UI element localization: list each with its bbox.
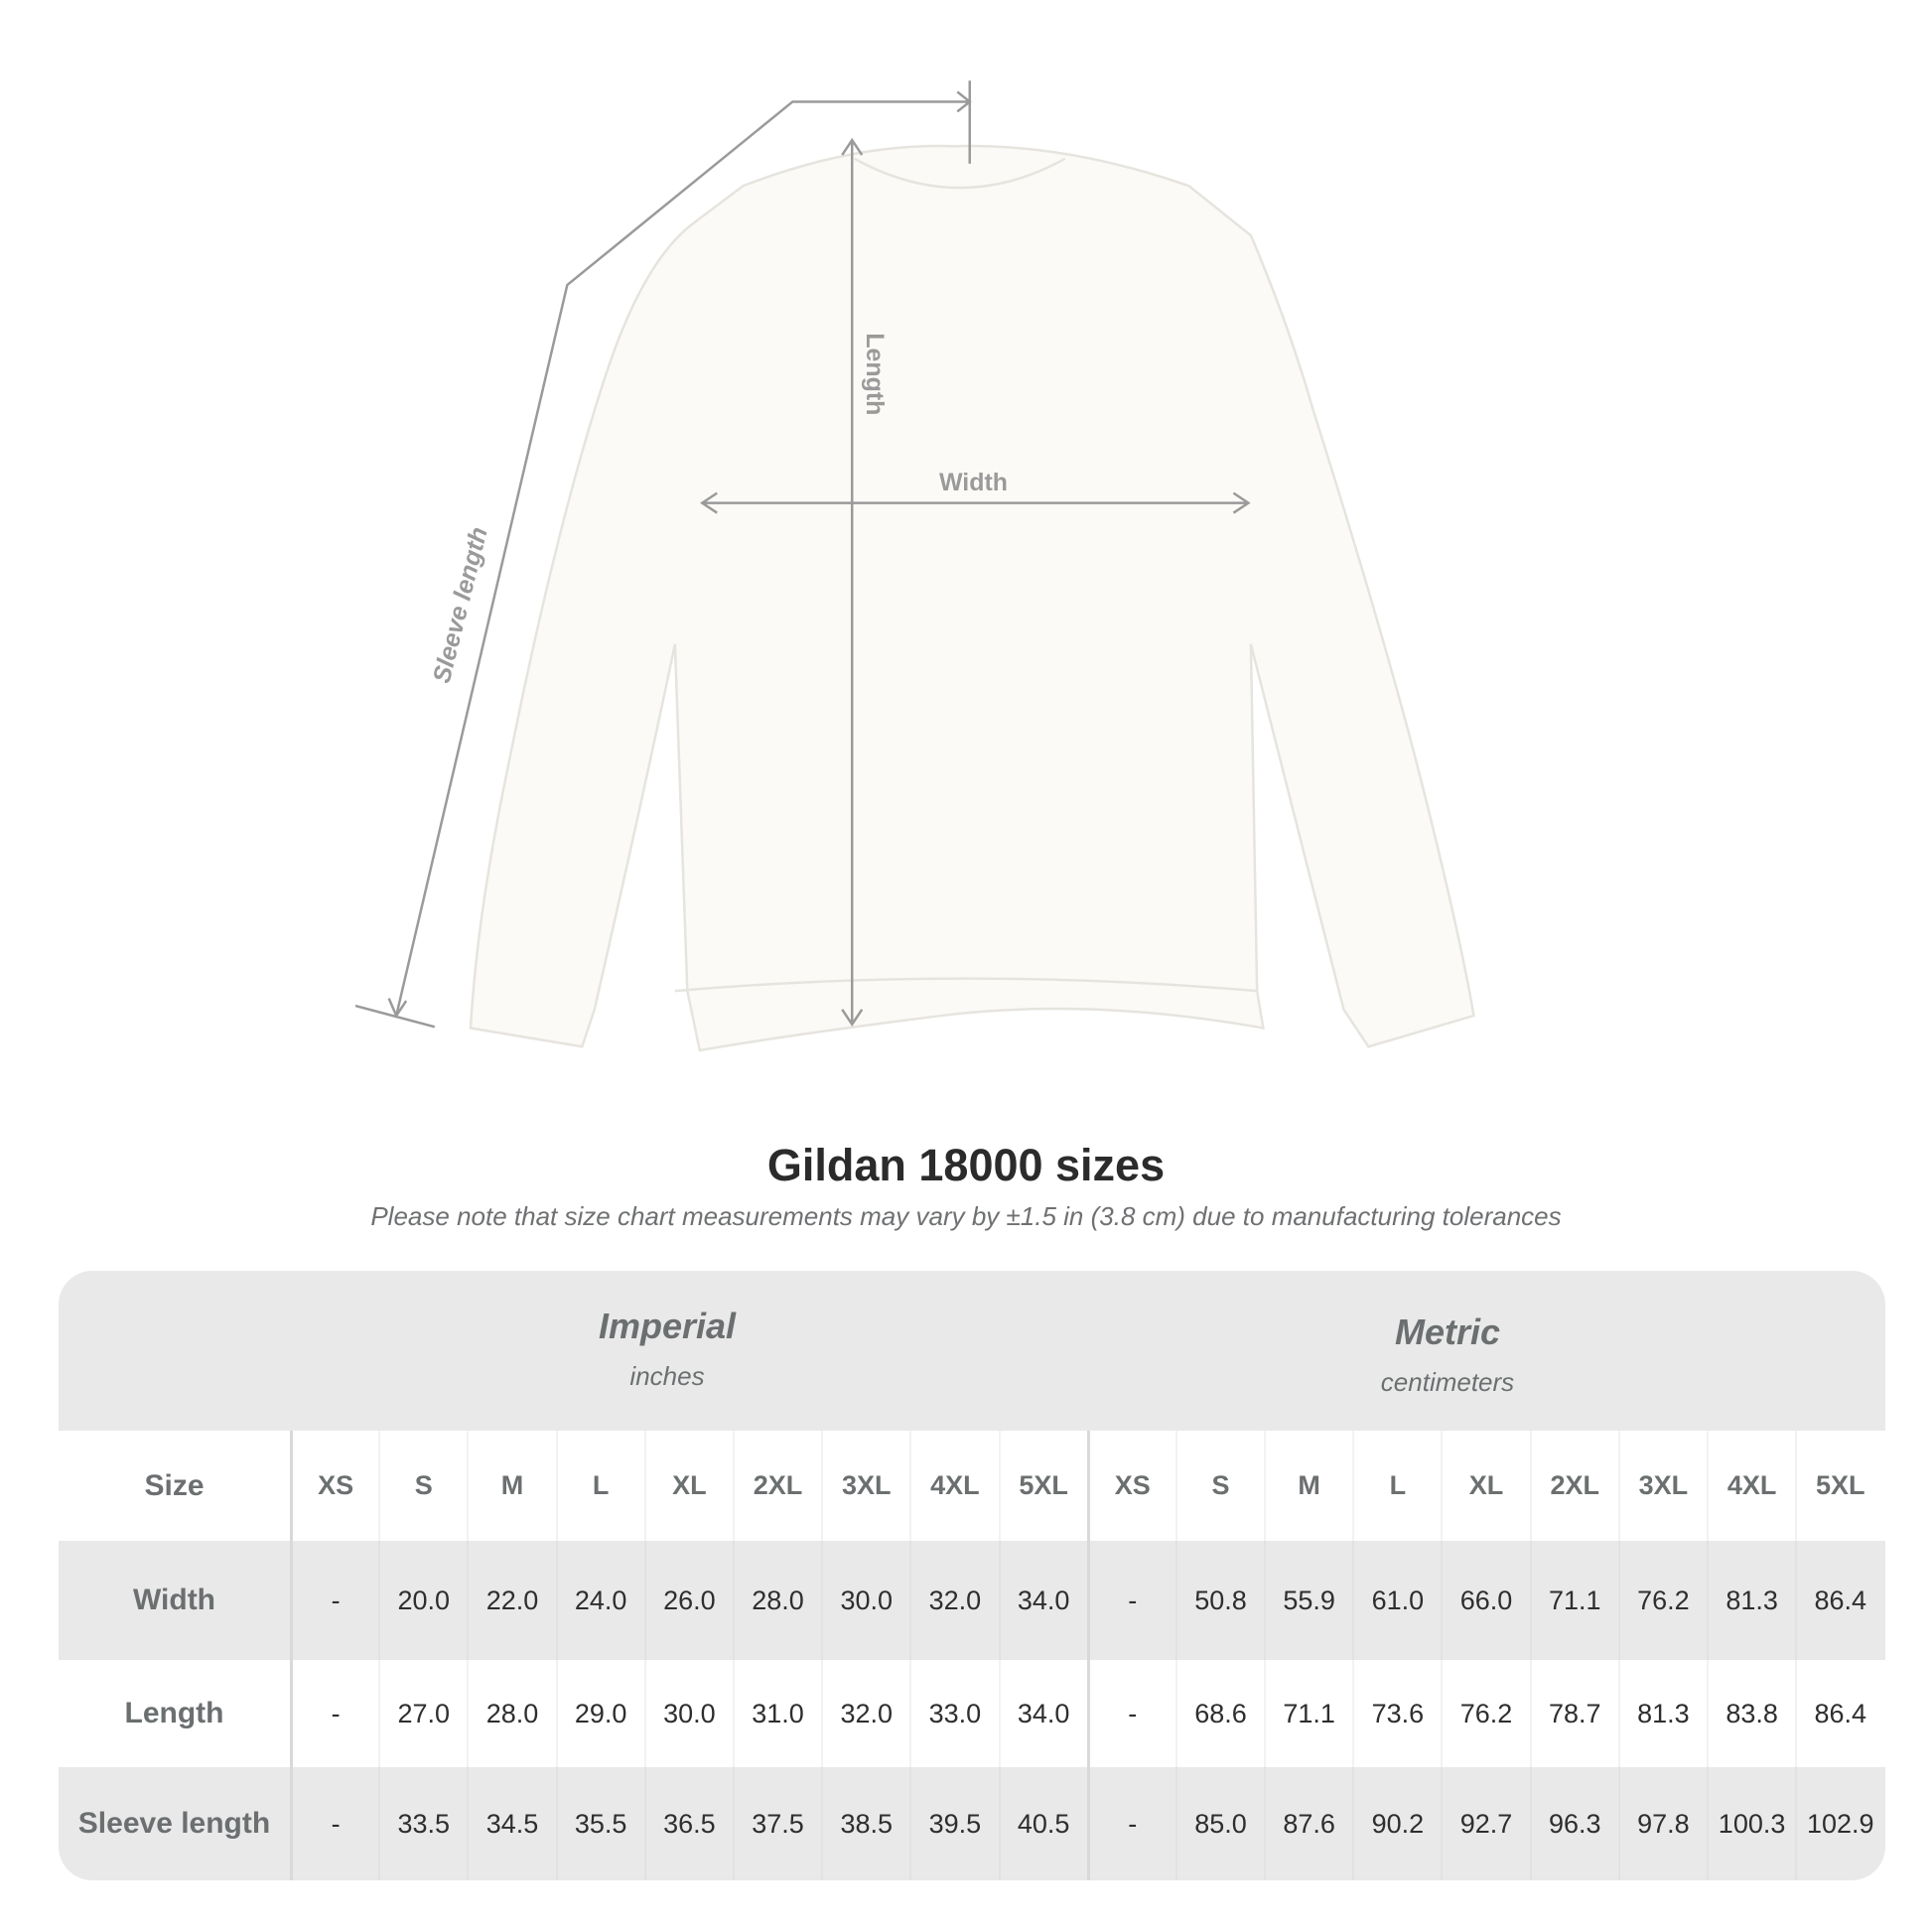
size-header-row: Size XS S M L XL 2XL 3XL 4XL 5XL XS S M L XL 2XL 3XL 4XL 5… xyxy=(59,1431,1885,1541)
metric-unit: centimeters xyxy=(1380,1367,1515,1397)
row-label: Sleeve length xyxy=(77,1807,271,1840)
size-header-imperial: 4XL xyxy=(909,1431,998,1541)
size-header-metric: M xyxy=(1264,1431,1352,1541)
size-header-imperial: S xyxy=(378,1431,467,1541)
table-cell-metric: 87.6 xyxy=(1264,1767,1352,1880)
size-header-metric: S xyxy=(1174,1431,1264,1541)
row-label: Size xyxy=(144,1468,205,1502)
table-cell-imperial: 38.5 xyxy=(821,1767,909,1880)
table-cell-imperial: 39.5 xyxy=(909,1767,998,1880)
size-header-metric: 4XL xyxy=(1707,1431,1795,1541)
sweatshirt-diagram: Length Width Sleeve length xyxy=(354,80,1475,1052)
table-cell-metric: 97.8 xyxy=(1617,1767,1707,1880)
table-cell-metric: - xyxy=(1086,1660,1175,1767)
table-cell-imperial: 20.0 xyxy=(378,1541,467,1660)
table-cell-imperial: 37.5 xyxy=(732,1767,821,1880)
table-cell-metric: 81.3 xyxy=(1617,1660,1707,1767)
table-cell-metric: 102.9 xyxy=(1795,1767,1883,1880)
table-cell-imperial: 36.5 xyxy=(643,1767,733,1880)
table-cell-imperial: 34.0 xyxy=(998,1660,1087,1767)
table-cell-metric: 90.2 xyxy=(1352,1767,1441,1880)
length-label: Length xyxy=(861,333,889,415)
metric-title: Metric xyxy=(1394,1311,1501,1352)
size-header-imperial: 3XL xyxy=(821,1431,909,1541)
table-cell-metric: 86.4 xyxy=(1795,1541,1883,1660)
table-cell-imperial: 34.5 xyxy=(467,1767,555,1880)
table-cell-imperial: 33.5 xyxy=(378,1767,467,1880)
table-cell-imperial: 33.0 xyxy=(909,1660,998,1767)
table-cell-imperial: 32.0 xyxy=(821,1660,909,1767)
table-cell-metric: 86.4 xyxy=(1795,1660,1883,1767)
table-cell-metric: 92.7 xyxy=(1441,1767,1529,1880)
table-header-band xyxy=(59,1271,1885,1431)
table-cell-imperial: 28.0 xyxy=(732,1541,821,1660)
table-cell-metric: 81.3 xyxy=(1707,1541,1795,1660)
table-cell-metric: 100.3 xyxy=(1707,1767,1795,1880)
size-table: Imperial inches Metric centimeters Size X… xyxy=(59,1271,1885,1880)
table-cell-imperial: 30.0 xyxy=(821,1541,909,1660)
imperial-unit: inches xyxy=(629,1361,705,1391)
table-cell-imperial: 31.0 xyxy=(732,1660,821,1767)
table-cell-metric: - xyxy=(1086,1767,1175,1880)
table-cell-imperial: 32.0 xyxy=(909,1541,998,1660)
sweatshirt-image xyxy=(469,144,1475,1052)
table-row: Length -27.0 28.0 29.0 30.0 31.0 32.0 33.0 34.0-… xyxy=(59,1660,1885,1767)
table-cell-imperial: 30.0 xyxy=(643,1660,733,1767)
table-cell-metric: 78.7 xyxy=(1529,1660,1618,1767)
size-header-metric: XL xyxy=(1441,1431,1529,1541)
table-cell-metric: 85.0 xyxy=(1174,1767,1264,1880)
table-cell-metric: 83.8 xyxy=(1707,1660,1795,1767)
sleeve-length-arrow xyxy=(394,100,970,1017)
table-cell-metric: 50.8 xyxy=(1174,1541,1264,1660)
table-row: Width -20.0 22.0 24.0 26.0 28.0 30.0 32.0 34.0-5… xyxy=(59,1541,1885,1660)
measurement-lines xyxy=(354,80,1251,1029)
row-label: Length xyxy=(124,1697,224,1729)
table-cell-metric: 61.0 xyxy=(1352,1541,1441,1660)
table-cell-metric: 96.3 xyxy=(1529,1767,1618,1880)
table-row: Sleeve length -33.5 34.5 35.5 36.5 37.5 38.5 39… xyxy=(59,1767,1885,1880)
size-header-metric: 3XL xyxy=(1617,1431,1707,1541)
size-header-imperial: 2XL xyxy=(732,1431,821,1541)
table-cell-metric: 76.2 xyxy=(1441,1660,1529,1767)
size-header-imperial: XS xyxy=(290,1431,378,1541)
sleeve-length-label: Sleeve length xyxy=(428,524,493,686)
size-header-metric: L xyxy=(1352,1431,1441,1541)
size-header-imperial: L xyxy=(555,1431,644,1541)
table-cell-metric: 55.9 xyxy=(1264,1541,1352,1660)
size-header-metric: 5XL xyxy=(1795,1431,1883,1541)
size-header-imperial: M xyxy=(467,1431,555,1541)
table-cell-imperial: - xyxy=(290,1541,378,1660)
table-cell-imperial: 35.5 xyxy=(555,1767,644,1880)
size-header-metric: 2XL xyxy=(1529,1431,1618,1541)
table-cell-imperial: - xyxy=(290,1767,378,1880)
table-cell-metric: 66.0 xyxy=(1441,1541,1529,1660)
table-cell-imperial: 24.0 xyxy=(555,1541,644,1660)
size-header-metric: XS xyxy=(1086,1431,1175,1541)
table-cell-imperial: 26.0 xyxy=(643,1541,733,1660)
table-cell-imperial: 34.0 xyxy=(998,1541,1087,1660)
table-cell-imperial: - xyxy=(290,1660,378,1767)
page-title: Gildan 18000 sizes xyxy=(766,1140,1166,1190)
imperial-title: Imperial xyxy=(598,1306,737,1346)
row-label: Width xyxy=(132,1584,216,1616)
size-header-imperial: XL xyxy=(643,1431,733,1541)
imperial-group: Imperial inches xyxy=(348,1306,986,1392)
size-header-imperial: 5XL xyxy=(998,1431,1087,1541)
table-cell-imperial: 22.0 xyxy=(467,1541,555,1660)
tolerance-note: Please note that size chart measurements… xyxy=(370,1201,1562,1231)
table-cell-metric: 68.6 xyxy=(1174,1660,1264,1767)
width-label: Width xyxy=(939,469,1008,496)
table-cell-imperial: 40.5 xyxy=(998,1767,1087,1880)
table-cell-metric: 71.1 xyxy=(1529,1541,1618,1660)
table-cell-imperial: 29.0 xyxy=(555,1660,644,1767)
table-cell-metric: 71.1 xyxy=(1264,1660,1352,1767)
table-cell-metric: 76.2 xyxy=(1617,1541,1707,1660)
table-cell-imperial: 28.0 xyxy=(467,1660,555,1767)
metric-group: Metric centimeters xyxy=(1129,1311,1766,1398)
table-cell-metric: 73.6 xyxy=(1352,1660,1441,1767)
table-cell-imperial: 27.0 xyxy=(378,1660,467,1767)
table-cell-metric: - xyxy=(1086,1541,1175,1660)
